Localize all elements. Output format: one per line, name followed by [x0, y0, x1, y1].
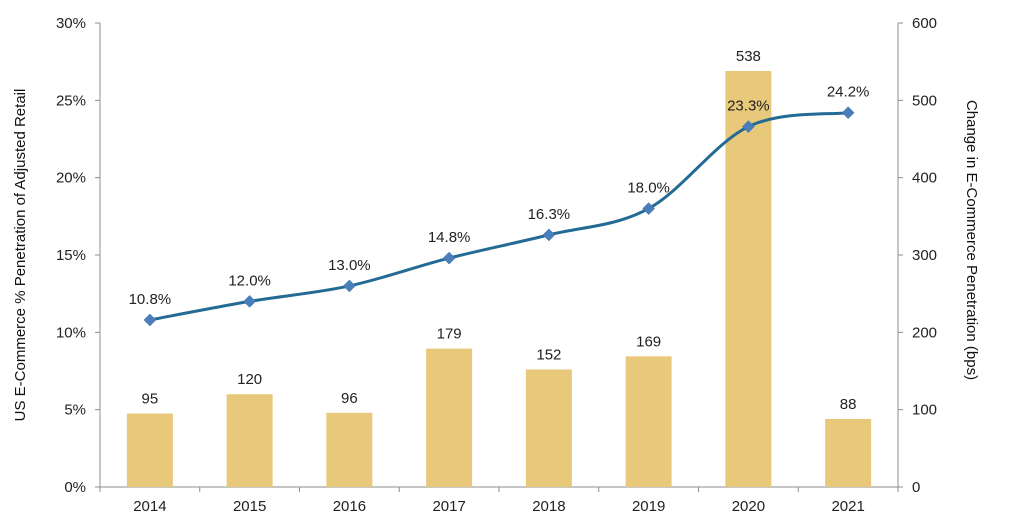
line-marker — [742, 120, 755, 133]
line-value-label: 13.0% — [328, 257, 371, 274]
x-tick-label: 2014 — [133, 498, 166, 515]
y-right-tick-label: 100 — [912, 402, 937, 419]
x-tick-label: 2016 — [333, 498, 366, 515]
bar-value-label: 169 — [636, 333, 661, 350]
y-left-tick-label: 30% — [56, 15, 86, 32]
bar-value-label: 88 — [840, 396, 857, 413]
line-marker — [442, 251, 456, 265]
line-value-label: 12.0% — [228, 272, 271, 289]
line-marker — [642, 202, 655, 215]
x-tick-label: 2019 — [632, 498, 665, 515]
line-value-label: 14.8% — [428, 229, 471, 246]
line-series — [143, 106, 855, 327]
line-value-label: 16.3% — [528, 206, 571, 223]
x-tick-label: 2020 — [732, 498, 765, 515]
y-left-tick-label: 0% — [64, 479, 86, 496]
bar-value-label: 96 — [341, 390, 358, 407]
line-value-label: 10.8% — [129, 291, 172, 308]
y-right-tick-label: 0 — [912, 479, 920, 496]
y-left-tick-label: 10% — [56, 324, 86, 341]
bar — [226, 394, 273, 487]
bar — [725, 70, 772, 488]
x-tick-label: 2021 — [831, 498, 864, 515]
bar-value-label: 120 — [237, 371, 262, 388]
line-marker — [143, 313, 157, 327]
y-left-tick-label: 20% — [56, 170, 86, 187]
bar — [525, 369, 572, 487]
line-marker — [243, 295, 256, 308]
data-labels: 95 120 96 179 152 169 538 88 10.8% 12.0% 13.0% 14.8… — [129, 48, 870, 413]
y-axis-left-title: US E-Commerce % Penetration of Adjusted … — [12, 89, 29, 422]
line-value-label: 23.3% — [727, 98, 770, 115]
line-marker — [542, 228, 556, 242]
line-marker — [343, 279, 356, 293]
x-tick-label: 2017 — [432, 498, 465, 515]
chart-axes: 0% 0 5% 100 10% 200 15% 300 20% 400 25% 500 30% 600 20… — [56, 15, 937, 515]
line-value-label: 24.2% — [827, 84, 870, 101]
y-axis-right-title: Change in E-Commerce Penetration (bps) — [963, 100, 980, 380]
line-path — [149, 111, 849, 322]
bar-value-label: 152 — [536, 346, 561, 363]
x-tick-label: 2018 — [532, 498, 565, 515]
bar-value-label: 179 — [437, 326, 462, 343]
y-right-tick-label: 200 — [912, 324, 937, 341]
x-tick-label: 2015 — [233, 498, 266, 515]
line-marker — [841, 106, 855, 120]
bar — [126, 413, 173, 487]
line-value-label: 18.0% — [627, 180, 670, 197]
bar — [426, 348, 473, 487]
bar — [825, 418, 872, 487]
y-left-tick-label: 5% — [64, 402, 86, 419]
y-right-tick-label: 300 — [912, 247, 937, 264]
bar-series — [126, 70, 872, 488]
bar-value-label: 538 — [736, 48, 761, 65]
y-right-tick-label: 600 — [912, 15, 937, 32]
y-left-tick-label: 15% — [56, 247, 86, 264]
bar — [326, 412, 373, 487]
y-right-tick-label: 400 — [912, 170, 937, 187]
y-left-tick-label: 25% — [56, 92, 86, 109]
y-right-tick-label: 500 — [912, 92, 937, 109]
bar-value-label: 95 — [142, 391, 159, 408]
bar — [625, 356, 672, 487]
